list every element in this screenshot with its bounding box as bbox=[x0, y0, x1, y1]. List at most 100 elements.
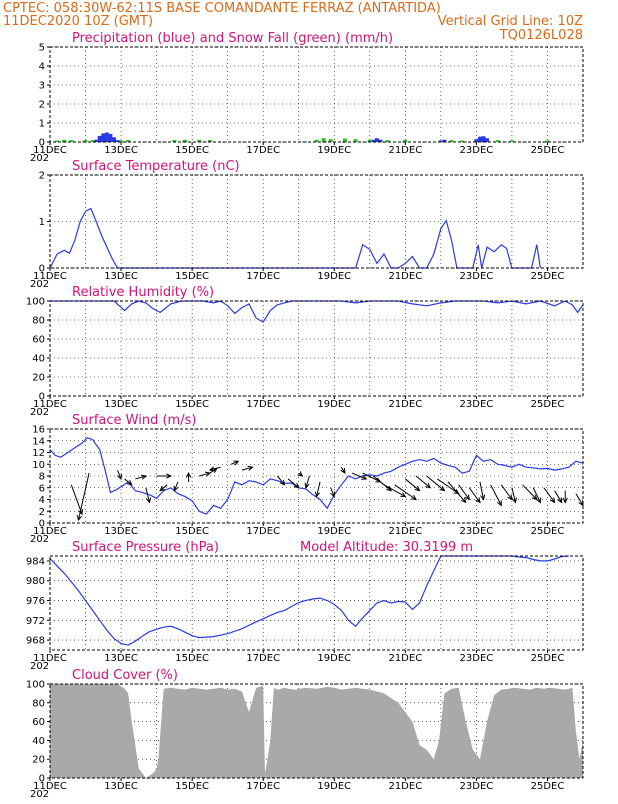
wind-arrow bbox=[351, 472, 367, 480]
wind-arrow bbox=[415, 475, 431, 489]
precipitation-bar bbox=[97, 135, 102, 142]
temperature-xtick-label: 19DEC bbox=[317, 271, 351, 282]
header-date: 11DEC2020 10Z (GMT) bbox=[3, 14, 153, 29]
wind-arrow-head bbox=[536, 497, 541, 504]
wind-arrow bbox=[458, 484, 470, 500]
pressure-xtick-label: 17DEC bbox=[246, 653, 280, 664]
precipitation-bar bbox=[378, 139, 383, 142]
wind-arrow-head bbox=[549, 497, 556, 504]
wind-arrow-head bbox=[145, 497, 152, 504]
cloud-cover-panel: 0 20 40 60 80 100 11DEC 13DEC 15DEC 17DEC 19DEC 21D… bbox=[26, 668, 584, 800]
pressure-ytick-label: 980 bbox=[26, 576, 45, 587]
wind-title: Surface Wind (m/s) bbox=[72, 413, 196, 428]
precipitation-ytick-label: 2 bbox=[39, 100, 45, 111]
wind-xtick-label: 19DEC bbox=[317, 526, 351, 537]
humidity-xtick-label: 25DEC bbox=[531, 399, 565, 410]
wind-arrow-head bbox=[185, 471, 192, 478]
cloud-cover-ytick-label: 0 bbox=[39, 774, 45, 785]
temperature-xtick-label: 11DEC bbox=[33, 271, 67, 282]
humidity-panel: 0 20 40 60 80 100 11DEC 13DEC 15DEC 17DEC 19DEC 21D… bbox=[26, 285, 584, 418]
wind-arrow-head bbox=[475, 497, 481, 504]
wind-arrow-head bbox=[159, 485, 166, 492]
precipitation-bar bbox=[460, 140, 465, 142]
humidity-xtick-label: 13DEC bbox=[104, 399, 138, 410]
temperature-xtick-label: 17DEC bbox=[246, 271, 280, 282]
pressure-xtick-label: 11DEC bbox=[33, 653, 67, 664]
header-grid-note: Vertical Grid Line: 10Z bbox=[438, 14, 583, 29]
temperature-title: Surface Temperature (nC) bbox=[72, 159, 240, 174]
wind-arrow bbox=[117, 469, 122, 480]
wind-arrow bbox=[373, 475, 392, 492]
precipitation-bar bbox=[119, 140, 124, 142]
temperature-xtick-label: 15DEC bbox=[175, 271, 209, 282]
wind-arrow bbox=[277, 475, 285, 486]
wind-ytick-label: 16 bbox=[32, 425, 45, 436]
pressure-year-fragment: 202 bbox=[30, 661, 49, 672]
wind-arrow bbox=[231, 460, 239, 465]
precipitation-xtick-label: 25DEC bbox=[531, 145, 565, 156]
precipitation-bar bbox=[495, 140, 500, 142]
cloud-cover-ytick-label: 80 bbox=[32, 698, 45, 709]
pressure-ytick-label: 972 bbox=[26, 616, 45, 627]
humidity-xtick-label: 21DEC bbox=[388, 399, 422, 410]
humidity-ytick-label: 0 bbox=[39, 392, 45, 403]
wind-xtick-label: 21DEC bbox=[388, 526, 422, 537]
pressure-xtick-label: 13DEC bbox=[104, 653, 138, 664]
humidity-title: Relative Humidity (%) bbox=[72, 285, 214, 300]
precipitation-bar bbox=[481, 136, 486, 142]
wind-arrow bbox=[426, 475, 445, 492]
precipitation-bar bbox=[115, 140, 120, 142]
wind-arrow bbox=[77, 472, 90, 521]
precipitation-bar bbox=[403, 139, 408, 142]
cloud-cover-ytick-label: 60 bbox=[32, 717, 45, 728]
wind-arrow bbox=[199, 472, 211, 477]
wind-year-fragment: 202 bbox=[30, 534, 49, 545]
cloud-cover-xtick-label: 11DEC bbox=[33, 781, 67, 792]
wind-arrow bbox=[543, 487, 555, 503]
wind-arrow-head bbox=[460, 497, 467, 504]
cloud-cover-xtick-label: 13DEC bbox=[104, 781, 138, 792]
temperature-line bbox=[49, 207, 541, 269]
humidity-line bbox=[50, 300, 584, 323]
precipitation-bar bbox=[374, 138, 379, 142]
wind-arrow bbox=[575, 493, 584, 506]
wind-ytick-label: 8 bbox=[39, 472, 45, 483]
wind-arrow-head bbox=[247, 465, 254, 471]
precipitation-xtick-label: 17DEC bbox=[246, 145, 280, 156]
wind-arrow-head bbox=[297, 471, 304, 477]
precipitation-bar bbox=[104, 132, 109, 142]
humidity-year-fragment: 202 bbox=[30, 407, 49, 418]
humidity-ytick-label: 80 bbox=[32, 316, 45, 327]
precipitation-xtick-label: 15DEC bbox=[175, 145, 209, 156]
precipitation-bar bbox=[90, 140, 95, 142]
wind-arrow-head bbox=[204, 471, 212, 477]
wind-xtick-label: 15DEC bbox=[175, 526, 209, 537]
temperature-year-fragment: 202 bbox=[30, 279, 49, 290]
humidity-frame bbox=[49, 300, 584, 397]
precipitation-bar bbox=[314, 139, 319, 142]
humidity-ytick-label: 100 bbox=[26, 297, 45, 308]
precipitation-bar bbox=[101, 133, 106, 142]
precipitation-year-fragment: 202 bbox=[30, 153, 49, 164]
wind-arrow-head bbox=[480, 494, 486, 501]
wind-arrow-head bbox=[562, 497, 568, 504]
wind-arrow-head bbox=[166, 473, 172, 479]
wind-arrow-head bbox=[140, 474, 148, 480]
wind-arrow bbox=[383, 484, 406, 498]
wind-ytick-label: 12 bbox=[32, 448, 45, 459]
humidity-xtick-label: 23DEC bbox=[460, 399, 494, 410]
precipitation-xtick-label: 21DEC bbox=[388, 145, 422, 156]
cloud-cover-frame bbox=[49, 683, 584, 779]
wind-arrow bbox=[532, 487, 541, 503]
temperature-xtick-label: 25DEC bbox=[531, 271, 565, 282]
precipitation-bar bbox=[385, 140, 390, 142]
wind-arrow-head bbox=[330, 491, 336, 498]
wind-arrow bbox=[500, 484, 513, 500]
wind-arrow-head bbox=[304, 482, 310, 489]
wind-arrow-head bbox=[414, 485, 421, 492]
precipitation-title: Precipitation (blue) and Snow Fall (gree… bbox=[72, 31, 393, 46]
wind-arrow bbox=[316, 481, 321, 497]
humidity-xtick-label: 17DEC bbox=[246, 399, 280, 410]
